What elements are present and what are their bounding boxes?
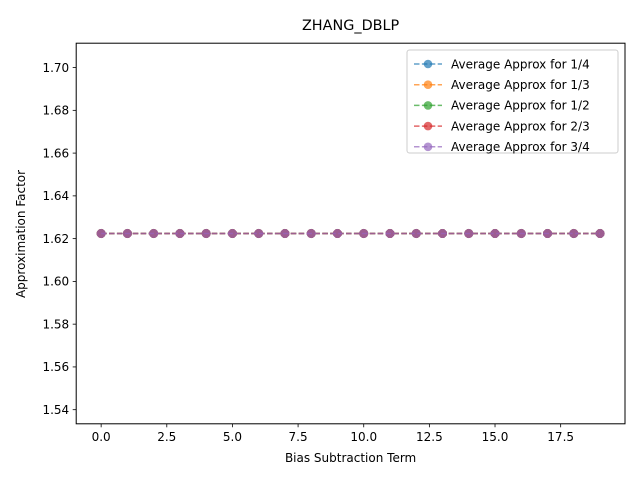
y-tick-label: 1.70	[42, 61, 69, 75]
legend-label: Average Approx for 1/3	[451, 78, 590, 92]
y-tick-label: 1.60	[42, 275, 69, 289]
data-point	[437, 228, 448, 239]
y-tick-label: 1.66	[42, 146, 69, 160]
data-point	[490, 228, 500, 239]
legend-label: Average Approx for 2/3	[451, 119, 590, 133]
data-point	[464, 228, 474, 239]
legend-marker	[423, 59, 433, 69]
data-point	[280, 228, 290, 239]
data-point	[122, 228, 132, 239]
data-point	[516, 228, 526, 239]
legend-box	[406, 49, 619, 154]
data-point	[542, 228, 553, 239]
y-tick-label: 1.64	[42, 189, 69, 203]
data-point	[332, 228, 343, 239]
x-tick-label: 0.0	[92, 430, 111, 444]
data-point	[149, 228, 159, 239]
x-tick-label: 2.5	[157, 430, 176, 444]
x-tick-label: 15.0	[482, 430, 509, 444]
data-point	[227, 228, 237, 239]
legend-marker	[423, 121, 433, 131]
x-tick-label: 17.5	[547, 430, 574, 444]
legend-label: Average Approx for 1/4	[451, 57, 590, 71]
y-tick-label: 1.68	[42, 104, 69, 118]
legend-item: Average Approx for 2/3	[414, 119, 590, 133]
x-tick-label: 10.0	[350, 430, 377, 444]
legend-item: Average Approx for 3/4	[414, 140, 590, 154]
data-point	[96, 228, 106, 239]
legend: Average Approx for 1/4 Average Approx for…	[406, 49, 619, 154]
x-tick-label: 12.5	[416, 430, 443, 444]
legend-item: Average Approx for 1/4	[414, 57, 590, 71]
legend-marker	[423, 142, 433, 152]
axis-ticks: 0.0 2.5 5.0 7.5 10.0 12.5 15.0 17.5 1.54 1.56 1.58…	[42, 61, 574, 444]
legend-label: Average Approx for 3/4	[451, 140, 590, 154]
legend-label: Average Approx for 1/2	[451, 99, 590, 113]
plot-area	[96, 228, 605, 239]
data-point	[595, 228, 605, 239]
data-point	[306, 228, 316, 239]
y-axis-label: Approximation Factor	[14, 170, 28, 298]
axes-frame	[75, 42, 626, 425]
y-tick-label: 1.54	[42, 403, 69, 417]
legend-marker	[423, 80, 433, 89]
data-point	[201, 228, 211, 239]
series-5	[96, 228, 605, 239]
x-tick-label: 5.0	[223, 430, 242, 444]
data-point	[411, 228, 421, 239]
chart-title: ZHANG_DBLP	[302, 18, 400, 34]
data-point	[385, 228, 395, 239]
y-tick-label: 1.62	[42, 232, 69, 246]
data-point	[175, 228, 185, 239]
legend-item: Average Approx for 1/3	[414, 78, 590, 92]
y-tick-label: 1.56	[42, 360, 69, 374]
y-tick-label: 1.58	[42, 317, 69, 331]
data-point	[569, 228, 579, 239]
data-point	[254, 228, 264, 239]
legend-marker	[423, 101, 433, 110]
x-tick-label: 7.5	[289, 430, 308, 444]
legend-item: Average Approx for 1/2	[414, 99, 590, 113]
x-axis-label: Bias Subtraction Term	[285, 451, 416, 465]
data-point	[359, 228, 369, 239]
